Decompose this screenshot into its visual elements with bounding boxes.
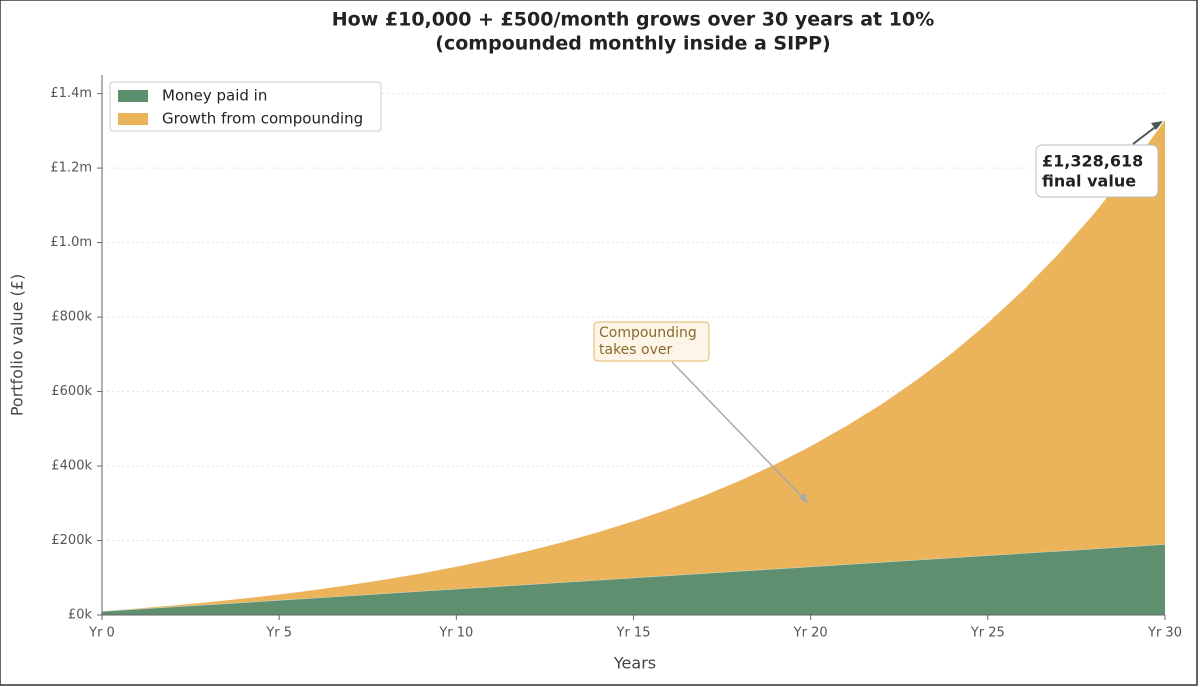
x-axis-label: Years [613, 654, 656, 673]
y-tick-label: £1.4m [50, 86, 92, 101]
annotation-box [593, 321, 710, 362]
x-tick-label: Yr 30 [1147, 626, 1182, 641]
annotation-arrow [671, 361, 807, 502]
x-tick-label: Yr 5 [265, 626, 292, 641]
chart-title: How £10,000 + £500/month grows over 30 y… [332, 9, 934, 31]
y-tick-label: £0k [68, 608, 93, 623]
annotation-text: takes over [599, 342, 672, 358]
y-tick-label: £800k [51, 310, 92, 325]
annotation-box [1035, 144, 1159, 198]
legend-swatch [118, 113, 148, 125]
y-tick-label: £600k [51, 384, 92, 399]
x-tick-label: Yr 10 [438, 626, 473, 641]
y-tick-label: £1.0m [50, 235, 92, 250]
annotation-text: £1,328,618 [1042, 152, 1143, 171]
legend-box [109, 81, 382, 132]
y-tick-label: £200k [51, 533, 92, 548]
y-tick-label: £400k [51, 459, 92, 474]
chart-title: (compounded monthly inside a SIPP) [435, 33, 830, 55]
y-axis-label: Portfolio value (£) [8, 274, 27, 416]
area [102, 120, 1165, 612]
x-tick-label: Yr 15 [616, 626, 651, 641]
legend-label: Growth from compounding [162, 110, 363, 128]
annotation-text: Compounding [599, 325, 697, 341]
x-tick-label: Yr 25 [970, 626, 1005, 641]
annotation-text: final value [1042, 172, 1136, 191]
legend-label: Money paid in [162, 87, 267, 105]
annotation-arrowhead [1151, 121, 1163, 130]
x-tick-label: Yr 20 [793, 626, 828, 641]
y-tick-label: £1.2m [50, 161, 92, 176]
annotation-arrowhead [799, 493, 808, 504]
legend-swatch [118, 90, 148, 102]
x-tick-label: Yr 0 [88, 626, 115, 641]
area [102, 544, 1165, 615]
annotation-arrow [1132, 124, 1159, 145]
